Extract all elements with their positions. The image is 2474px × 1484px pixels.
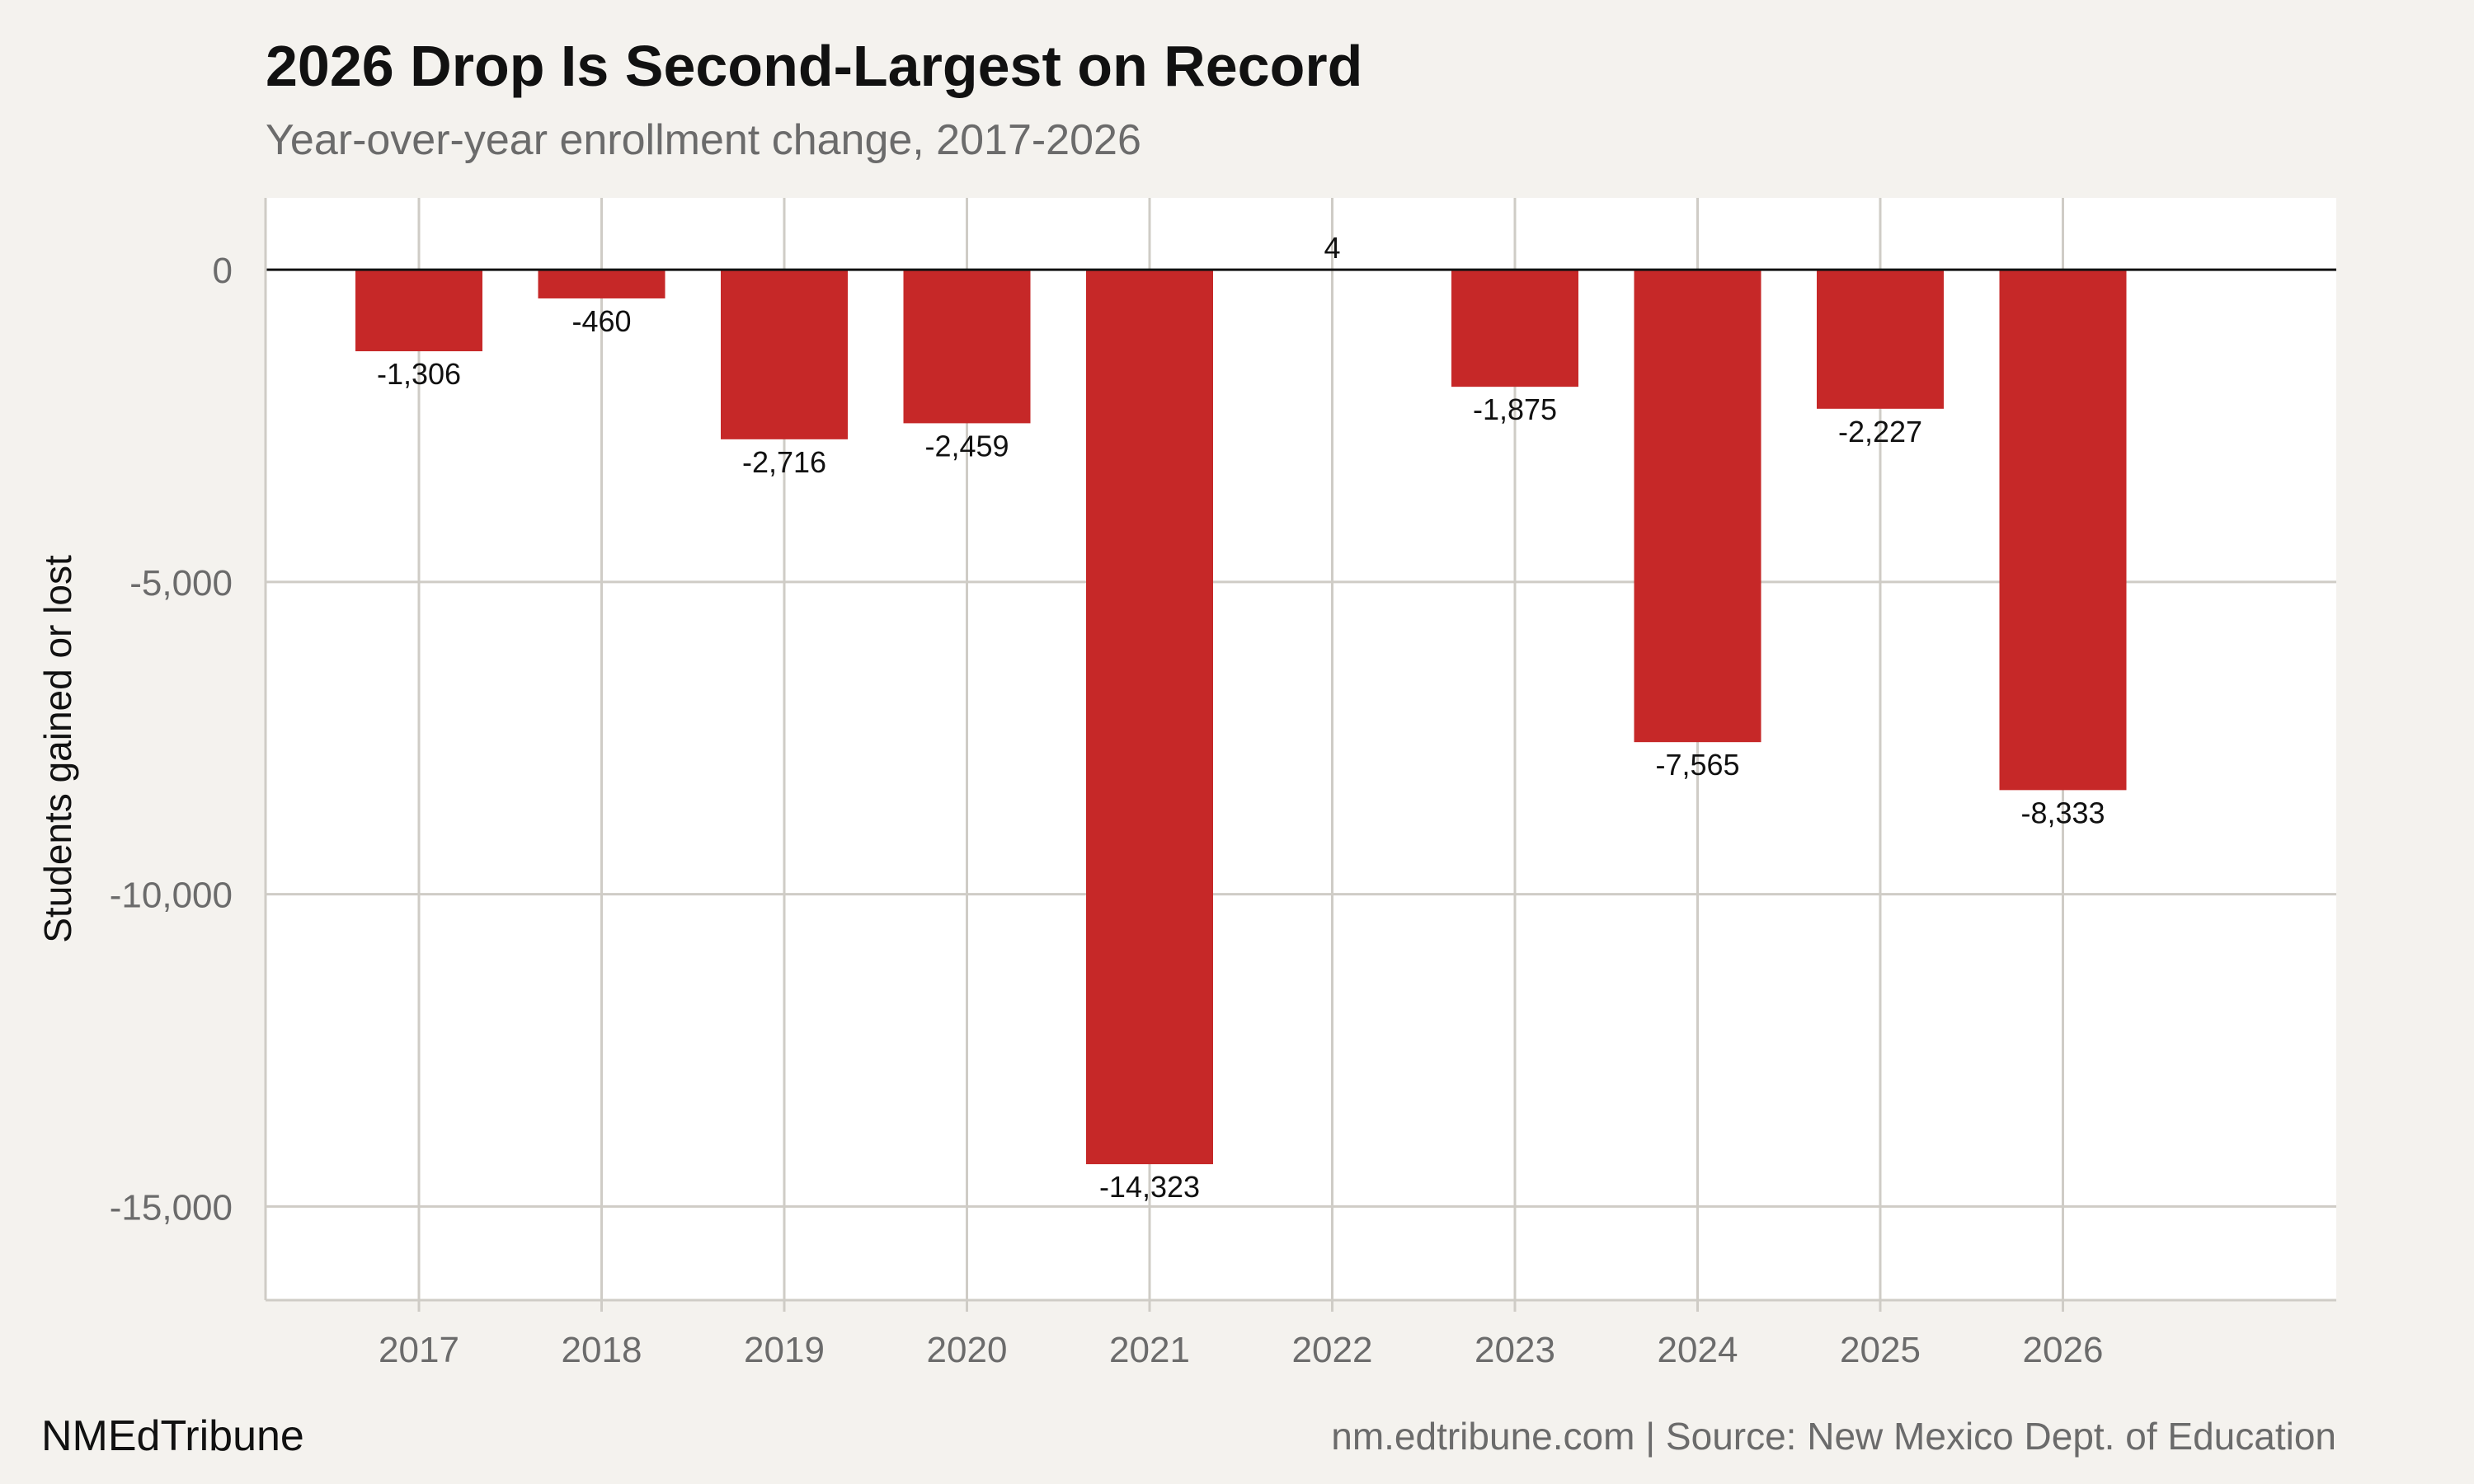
data-label: -460 [571,304,631,338]
x-tick-label: 2017 [379,1330,459,1370]
x-tick-label: 2018 [562,1330,642,1370]
bar-2025 [1817,270,1944,409]
bar-2019 [721,270,848,439]
data-label: -2,459 [924,429,1009,463]
x-tick-label: 2020 [927,1330,1008,1370]
data-label: -7,565 [1655,748,1739,782]
data-label: -14,323 [1099,1170,1200,1204]
bar-2018 [538,270,666,298]
source-credit: nm.edtribune.com | Source: New Mexico De… [1331,1415,2336,1458]
data-label: 4 [1324,231,1340,265]
x-tick-label: 2022 [1292,1330,1373,1370]
chart-subtitle: Year-over-year enrollment change, 2017-2… [266,116,1141,164]
plot-background [266,198,2336,1300]
bar-2024 [1634,270,1761,743]
chart-title: 2026 Drop Is Second-Largest on Record [266,34,1363,98]
bar-2026 [1999,270,2127,791]
data-label: -8,333 [2020,796,2105,829]
bar-2020 [903,270,1031,424]
data-label: -1,306 [377,357,461,391]
brand-name: NMEdTribune [41,1412,304,1460]
x-tick-label: 2025 [1840,1330,1921,1370]
x-tick-label: 2021 [1109,1330,1190,1370]
bar-2023 [1451,270,1578,387]
y-axis-title: Students gained or lost [36,555,79,943]
y-tick-label: -15,000 [110,1187,233,1228]
x-tick-label: 2023 [1475,1330,1555,1370]
y-tick-label: -5,000 [129,563,233,603]
y-tick-label: 0 [213,251,233,291]
x-tick-label: 2019 [744,1330,825,1370]
data-label: -2,716 [742,445,826,479]
data-label: -1,875 [1473,392,1557,426]
x-tick-label: 2026 [2023,1330,2104,1370]
x-tick-label: 2024 [1658,1330,1738,1370]
y-tick-label: -10,000 [110,876,233,916]
bar-2017 [355,270,482,352]
data-label: -2,227 [1838,415,1922,448]
bar-2021 [1086,270,1213,1165]
